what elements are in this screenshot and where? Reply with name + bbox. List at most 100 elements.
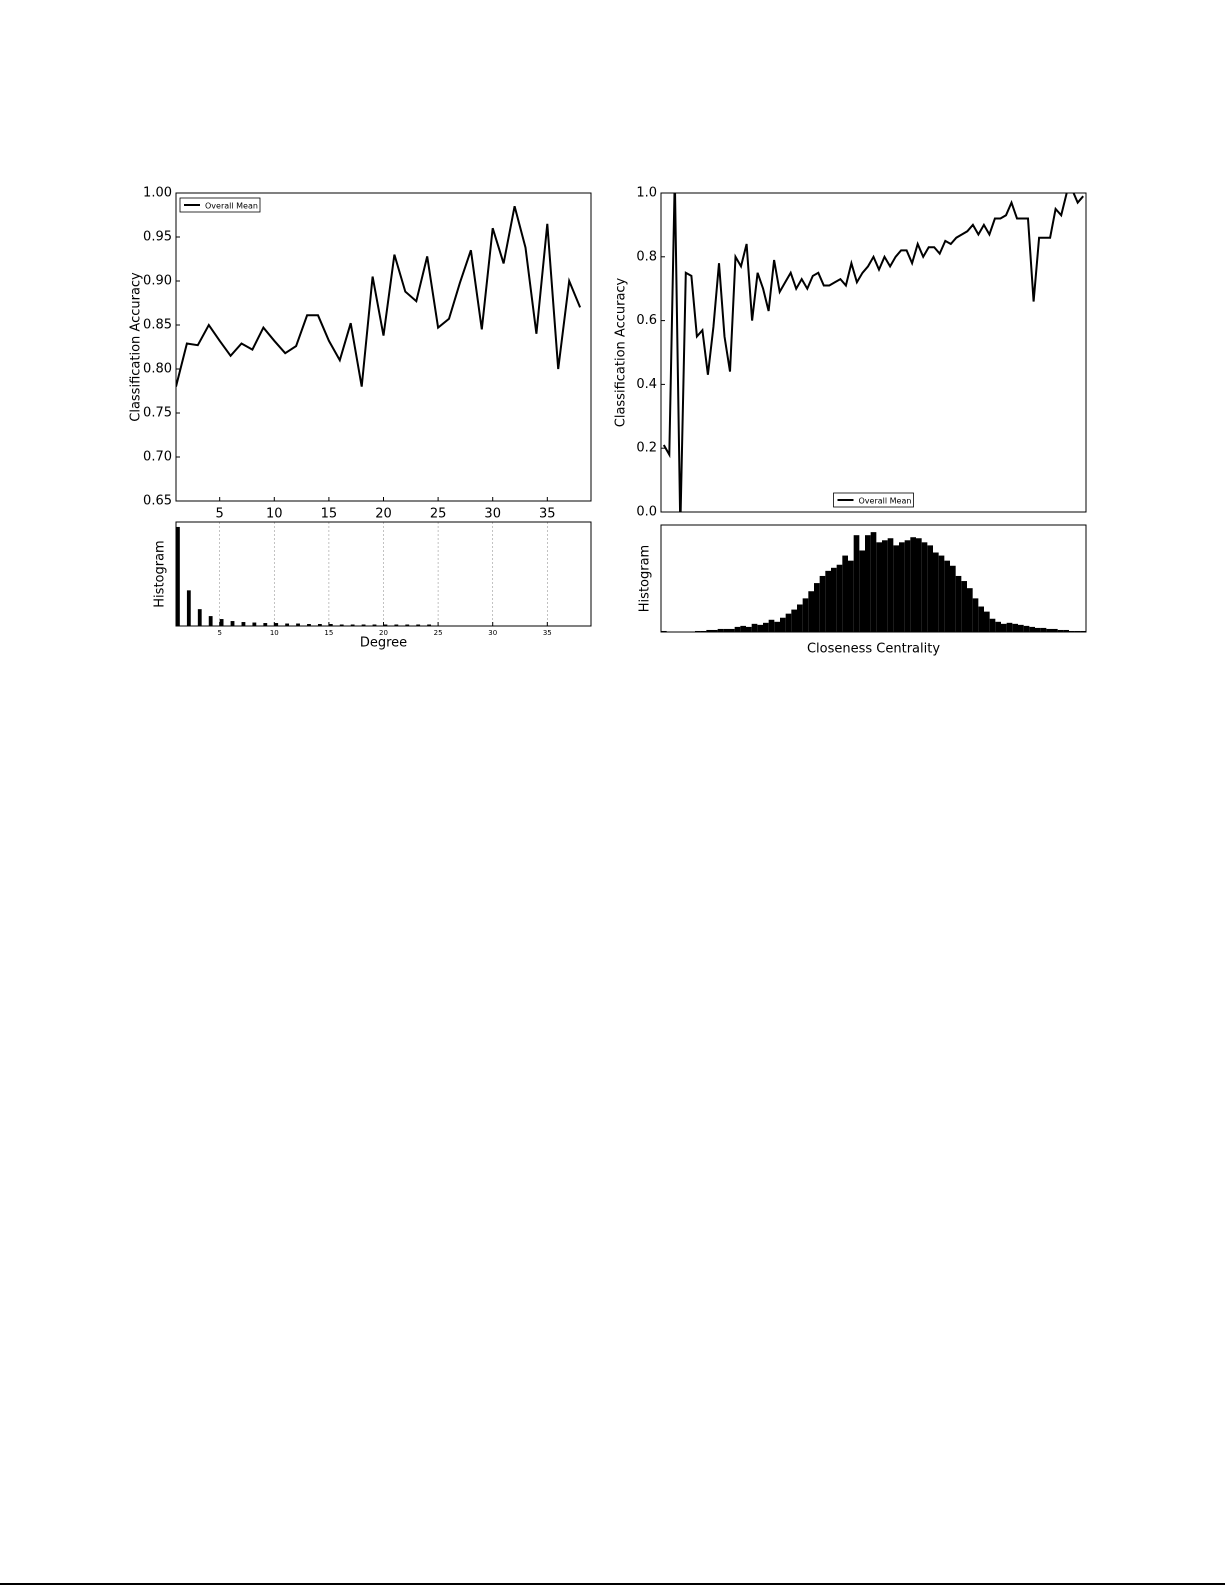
y-tick-label: 0.75 <box>143 406 172 421</box>
bar <box>1029 626 1035 632</box>
y-axis-label: Histogram <box>153 540 168 607</box>
bar <box>208 616 213 626</box>
bar <box>1046 628 1052 632</box>
bar <box>274 623 279 626</box>
bar <box>1074 630 1081 632</box>
x-tick-label: 20 <box>379 629 388 637</box>
x-tick-label: 35 <box>543 629 552 637</box>
bar <box>1069 630 1075 632</box>
bar <box>831 567 837 632</box>
x-tick-label: 25 <box>430 507 447 522</box>
y-tick-label: 0.2 <box>636 441 657 456</box>
bar <box>882 540 888 632</box>
bar <box>887 538 894 632</box>
bar <box>989 618 996 632</box>
bar <box>984 611 990 632</box>
bar <box>1057 629 1064 632</box>
bar <box>859 550 865 632</box>
bar <box>712 629 718 632</box>
bar <box>405 624 410 626</box>
bar <box>383 624 388 626</box>
legend-box <box>179 197 261 213</box>
bar <box>427 624 432 626</box>
x-tick-label: 25 <box>434 629 443 637</box>
y-tick-label: 1.0 <box>636 186 657 201</box>
x-tick-label: 15 <box>324 629 333 637</box>
bar <box>938 555 945 632</box>
bar <box>950 565 956 632</box>
bar <box>967 588 973 632</box>
x-tick-label: 10 <box>266 507 283 522</box>
bar <box>899 542 905 632</box>
bar <box>285 623 290 626</box>
x-tick-label: 5 <box>217 629 221 637</box>
bar <box>961 581 967 632</box>
bar <box>1080 630 1086 632</box>
bar <box>978 606 984 632</box>
bar <box>921 542 928 632</box>
bar <box>768 619 775 632</box>
bar <box>836 564 843 632</box>
bar <box>307 624 311 626</box>
bar <box>339 624 344 626</box>
bar <box>774 621 780 632</box>
x-tick-label: 30 <box>484 507 501 522</box>
bar <box>933 552 939 632</box>
x-tick-label: 30 <box>488 629 497 637</box>
bar <box>780 617 786 632</box>
bar <box>848 560 854 632</box>
bar <box>717 628 724 632</box>
bar <box>661 630 667 632</box>
bar <box>910 537 916 632</box>
bar <box>1018 624 1024 632</box>
y-tick-label: 0.80 <box>143 362 172 377</box>
bar <box>1052 628 1058 632</box>
bar <box>1006 622 1013 632</box>
y-tick-label: 0.65 <box>143 494 172 509</box>
bar <box>1001 623 1007 632</box>
bar <box>1063 629 1069 632</box>
y-tick-label: 0.85 <box>143 318 172 333</box>
bar <box>394 624 399 626</box>
plot-frame <box>660 524 1087 633</box>
bar <box>802 598 809 632</box>
bar <box>263 623 268 626</box>
bar <box>296 623 300 626</box>
bar <box>757 624 763 632</box>
bar <box>808 591 814 632</box>
y-tick-label: 0.8 <box>636 249 657 264</box>
bar <box>350 624 355 626</box>
bar <box>853 535 860 632</box>
mean-line <box>176 205 582 387</box>
y-tick-label: 0.6 <box>636 313 657 328</box>
y-tick-label: 0.4 <box>636 377 657 392</box>
bar <box>740 625 746 632</box>
bar <box>700 630 707 632</box>
bar <box>706 629 712 632</box>
bar <box>944 560 950 632</box>
bar <box>893 545 899 632</box>
bar <box>1035 627 1041 632</box>
bar <box>416 624 421 626</box>
bar <box>241 622 246 626</box>
x-axis-label: Degree <box>360 636 407 651</box>
y-axis-label: Histogram <box>638 545 653 612</box>
bar <box>791 609 797 632</box>
bar <box>746 626 752 632</box>
bar <box>197 609 202 626</box>
mean-line <box>662 193 1084 512</box>
y-axis-label: Classification Accuracy <box>614 277 629 427</box>
legend-box <box>833 492 914 508</box>
bar <box>219 619 224 626</box>
y-tick-label: 0.95 <box>143 230 172 245</box>
x-tick-label: 15 <box>321 507 338 522</box>
bar <box>995 621 1001 632</box>
y-axis-label: Classification Accuracy <box>129 272 144 422</box>
x-tick-label: 10 <box>270 629 279 637</box>
x-axis-label: Closeness Centrality <box>807 642 940 657</box>
bar <box>734 626 741 632</box>
bar <box>927 545 933 632</box>
bar <box>372 624 377 626</box>
x-tick-label: 35 <box>539 507 556 522</box>
